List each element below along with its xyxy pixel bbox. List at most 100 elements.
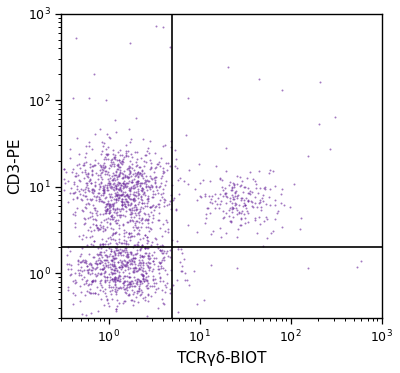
Point (138, 204, 145, 210)
Point (102, 194, 109, 200)
Point (98, 252, 104, 258)
Point (109, 258, 115, 264)
Point (86, 143, 92, 149)
Point (130, 255, 136, 261)
Point (139, 173, 146, 179)
Point (118, 206, 124, 212)
Point (90, 221, 96, 227)
Point (267, 203, 274, 209)
Point (119, 175, 125, 181)
Point (125, 259, 131, 265)
Point (107, 292, 114, 298)
Point (145, 267, 152, 273)
Point (136, 246, 143, 252)
Point (141, 170, 148, 176)
Point (139, 188, 145, 194)
Point (92, 182, 98, 188)
Point (85, 171, 92, 177)
Point (132, 179, 139, 185)
Point (223, 190, 229, 196)
Point (136, 219, 142, 225)
Point (130, 268, 137, 274)
Point (140, 276, 146, 282)
Point (94, 261, 100, 267)
Point (107, 204, 113, 210)
Point (125, 219, 131, 225)
Point (127, 281, 133, 287)
Point (74, 257, 81, 263)
Point (92, 183, 98, 189)
Point (115, 277, 121, 283)
Point (169, 182, 175, 188)
Point (107, 213, 114, 219)
Point (154, 201, 161, 207)
Point (102, 207, 108, 213)
Point (110, 278, 116, 284)
Point (133, 280, 139, 286)
Point (73, 173, 80, 179)
Point (72, 280, 78, 286)
Point (226, 213, 232, 219)
Point (138, 271, 144, 277)
Point (65, 284, 71, 290)
Point (102, 204, 108, 210)
Point (135, 224, 142, 230)
Point (87, 224, 94, 230)
Point (112, 281, 118, 287)
Point (124, 191, 130, 197)
Point (179, 263, 186, 269)
Point (138, 154, 144, 160)
Point (132, 192, 138, 198)
Point (114, 197, 121, 203)
Point (239, 208, 245, 214)
Point (109, 156, 116, 162)
Point (271, 197, 278, 203)
Point (122, 258, 128, 264)
Point (101, 189, 107, 195)
Point (144, 197, 151, 203)
Point (135, 169, 141, 175)
Point (138, 194, 144, 200)
Point (108, 191, 114, 197)
Point (149, 252, 156, 258)
Point (116, 180, 123, 186)
Point (144, 253, 151, 259)
Point (94, 224, 100, 230)
Point (243, 195, 250, 201)
Point (228, 219, 234, 225)
Point (270, 228, 276, 234)
Point (151, 175, 157, 181)
Point (147, 166, 153, 172)
Point (133, 172, 140, 178)
Point (111, 259, 118, 265)
Point (96, 184, 103, 190)
Point (86, 289, 92, 295)
Point (78, 289, 84, 295)
Point (108, 185, 114, 191)
Point (82, 169, 88, 175)
Point (158, 248, 164, 254)
Point (154, 263, 161, 269)
Point (119, 199, 125, 205)
Point (82, 257, 88, 263)
Point (124, 148, 131, 154)
Point (138, 286, 144, 292)
Point (118, 239, 124, 245)
Point (120, 284, 126, 290)
Point (98, 241, 105, 247)
Point (100, 167, 106, 173)
Point (123, 153, 129, 159)
Point (223, 210, 229, 216)
Point (234, 211, 240, 217)
Point (114, 162, 120, 168)
Point (143, 184, 149, 190)
Point (126, 230, 132, 236)
Point (230, 214, 236, 220)
Point (242, 202, 248, 208)
Point (110, 231, 116, 236)
Point (202, 191, 208, 197)
Point (146, 250, 153, 256)
Point (113, 289, 119, 295)
Point (83, 180, 89, 186)
Point (68, 185, 74, 191)
